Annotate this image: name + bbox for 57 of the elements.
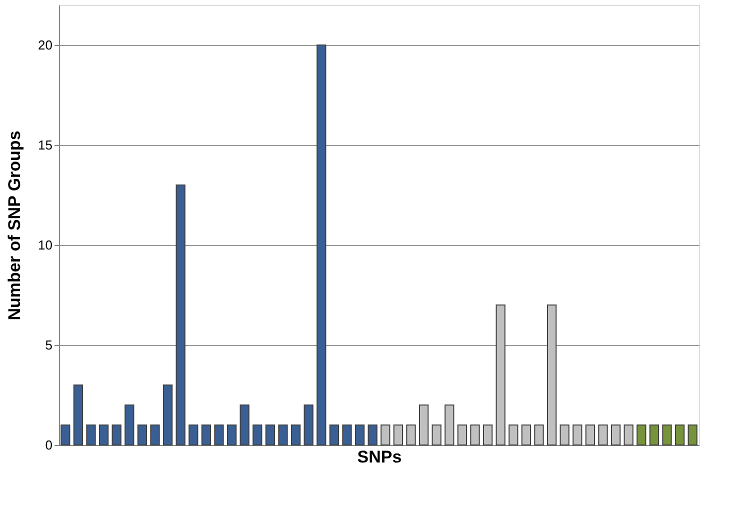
bar <box>546 304 557 446</box>
bar <box>342 424 352 446</box>
bar <box>674 424 685 446</box>
bar <box>98 424 109 446</box>
bar <box>316 44 326 446</box>
bar <box>240 404 250 446</box>
bar <box>534 424 544 446</box>
bar <box>585 424 596 446</box>
bar <box>598 424 608 446</box>
bar <box>176 184 186 446</box>
bar <box>521 424 532 446</box>
bar <box>226 424 237 446</box>
bar <box>150 424 160 446</box>
y-tick-label: 15 <box>38 138 52 152</box>
bar <box>265 424 276 446</box>
bar <box>304 404 314 446</box>
bar <box>354 424 365 446</box>
bar <box>649 424 660 446</box>
y-tick-label: 5 <box>45 338 52 352</box>
bar <box>508 424 518 446</box>
bar <box>60 424 70 446</box>
bar <box>496 304 506 446</box>
y-tick-label: 20 <box>38 38 52 52</box>
bar <box>432 424 442 446</box>
y-tick-label: 10 <box>38 238 52 252</box>
bar <box>482 424 493 446</box>
bar <box>636 424 646 446</box>
bar <box>380 424 390 446</box>
bar <box>457 424 468 446</box>
bar <box>624 424 634 446</box>
bar <box>290 424 301 446</box>
bar <box>444 404 454 446</box>
bar <box>278 424 288 446</box>
x-axis-title: SNPs <box>357 448 402 466</box>
bar <box>124 404 134 446</box>
y-axis-title: Number of SNP Groups <box>5 130 24 320</box>
bar <box>112 424 122 446</box>
y-tick-label: 0 <box>45 438 52 452</box>
bar <box>252 424 262 446</box>
bar <box>162 384 173 446</box>
bar <box>368 424 378 446</box>
bar <box>86 424 96 446</box>
bar <box>560 424 570 446</box>
bar <box>572 424 582 446</box>
bar <box>688 424 698 446</box>
bar <box>470 424 480 446</box>
bar <box>137 424 148 446</box>
bar <box>418 404 429 446</box>
bar <box>329 424 340 446</box>
bar <box>214 424 224 446</box>
bar <box>393 424 404 446</box>
bar <box>610 424 621 446</box>
bar <box>201 424 212 446</box>
bar <box>662 424 672 446</box>
bar <box>188 424 198 446</box>
bar <box>406 424 416 446</box>
bar <box>73 384 84 446</box>
